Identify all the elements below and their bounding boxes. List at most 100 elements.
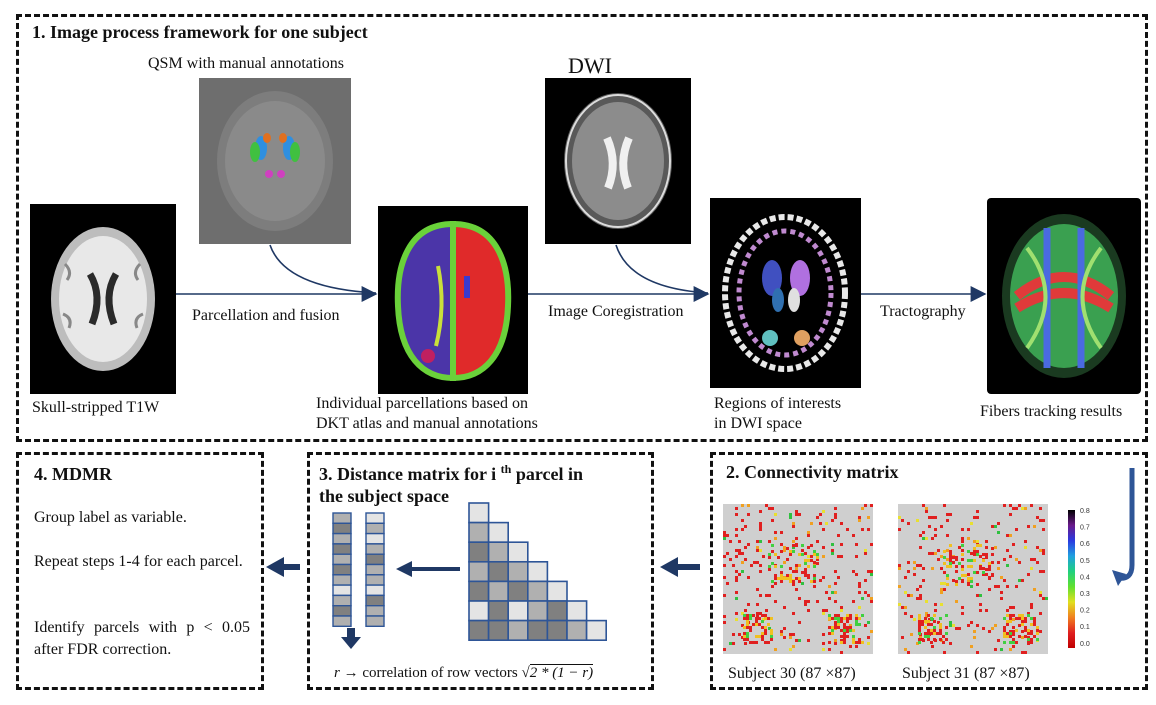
heatmap-subject-b-cluster-cell <box>939 638 942 641</box>
heatmap-subject-b-cell <box>1033 558 1036 561</box>
heatmap-subject-a-cell <box>822 528 825 531</box>
heatmap-subject-b-cell <box>904 612 907 615</box>
heatmap-subject-a-cell <box>864 591 867 594</box>
heatmap-subject-b-cluster-cell <box>970 559 973 562</box>
heatmap-subject-b-cluster-cell <box>961 544 964 547</box>
heatmap-subject-b-cluster-cell <box>991 547 994 550</box>
heatmap-subject-b-cluster-cell <box>927 632 930 635</box>
heatmap-subject-a-cell <box>792 525 795 528</box>
heatmap-subject-a-cluster-cell <box>849 614 852 617</box>
heatmap-subject-a-cluster-cell <box>764 641 767 644</box>
heatmap-subject-b-cell <box>1006 564 1009 567</box>
heatmap-subject-b-cell <box>976 540 979 543</box>
heatmap-subject-a-cell <box>768 594 771 597</box>
heatmap-subject-b-cell <box>913 573 916 576</box>
heatmap-subject-a-cell <box>768 507 771 510</box>
heatmap-subject-b-cell <box>922 504 925 507</box>
heatmap-subject-b-cell <box>976 651 979 654</box>
heatmap-subject-b-cell <box>907 651 910 654</box>
heatmap-subject-a-cluster-cell <box>858 623 861 626</box>
heatmap-subject-a-cell <box>828 648 831 651</box>
heatmap-subject-a-cell <box>828 597 831 600</box>
heatmap-subject-b-cluster-cell <box>945 614 948 617</box>
heatmap-subject-b-cluster-cell <box>933 620 936 623</box>
colorbar-tick-label: 0.5 <box>1080 558 1090 565</box>
heatmap-subject-a-cell <box>792 612 795 615</box>
heatmap-subject-a-cluster-cell <box>831 629 834 632</box>
heatmap-subject-b-cluster-cell <box>924 632 927 635</box>
heatmap-subject-a-cell <box>858 582 861 585</box>
heatmap-subject-a-cluster-cell <box>786 547 789 550</box>
heatmap-subject-a-cluster-cell <box>746 614 749 617</box>
heatmap-subject-a-cell <box>744 525 747 528</box>
heatmap-subject-a-cell <box>816 516 819 519</box>
heatmap-subject-a-cluster-cell <box>855 620 858 623</box>
heatmap-subject-b-cluster-cell <box>1027 641 1030 644</box>
heatmap-subject-a-cluster-cell <box>780 571 783 574</box>
heatmap-subject-a-cell <box>867 516 870 519</box>
heatmap-subject-a-cluster-cell <box>789 550 792 553</box>
heatmap-subject-b-cell <box>949 621 952 624</box>
heatmap-subject-b-cluster-cell <box>1006 620 1009 623</box>
heatmap-subject-a-cell <box>858 519 861 522</box>
heatmap-subject-a-cell <box>774 600 777 603</box>
heatmap-subject-b-cluster-cell <box>949 544 952 547</box>
heatmap-subject-a-cluster-cell <box>852 629 855 632</box>
heatmap-subject-b-cell <box>997 531 1000 534</box>
heatmap-subject-a-cell <box>870 630 873 633</box>
heatmap-subject-b-cell <box>1021 579 1024 582</box>
heatmap-subject-a-cluster-cell <box>783 577 786 580</box>
heatmap-subject-b-cell <box>925 507 928 510</box>
heatmap-subject-a-cell <box>834 507 837 510</box>
heatmap-subject-b-cluster-cell <box>1012 641 1015 644</box>
heatmap-subject-a-cell <box>852 600 855 603</box>
heatmap-subject-b-cluster-cell <box>930 623 933 626</box>
heatmap-subject-b-cluster-cell <box>924 635 927 638</box>
heatmap-subject-a-cell <box>831 549 834 552</box>
heatmap-subject-a-cluster-cell <box>743 617 746 620</box>
heatmap-subject-b-cell <box>1015 558 1018 561</box>
heatmap-subject-a-cell <box>774 531 777 534</box>
heatmap-subject-b-cluster-cell <box>1027 629 1030 632</box>
heatmap-subject-a-cluster-cell <box>843 617 846 620</box>
heatmap-subject-a-cell <box>735 507 738 510</box>
heatmap-subject-b-cell <box>1042 519 1045 522</box>
heatmap-subject-b-cell <box>1009 513 1012 516</box>
heatmap-subject-a-cluster-cell <box>755 641 758 644</box>
heatmap-subject-a-cell <box>870 597 873 600</box>
heatmap-subject-a-cell <box>804 600 807 603</box>
heatmap-subject-a-cell <box>864 552 867 555</box>
heatmap-subject-b-cell <box>985 609 988 612</box>
heatmap-subject-b-cluster-cell <box>924 626 927 629</box>
heatmap-subject-a-cluster-cell <box>804 571 807 574</box>
heatmap-subject-b-cell <box>922 537 925 540</box>
heatmap-subject-b-cell <box>931 567 934 570</box>
heatmap-subject-a-cell <box>723 594 726 597</box>
heatmap-subject-a-cell <box>795 537 798 540</box>
heatmap-subject-a-cluster-cell <box>755 635 758 638</box>
heatmap-subject-a-cell <box>819 579 822 582</box>
heatmap-subject-b-cluster-cell <box>943 550 946 553</box>
heatmap-subject-b-cell <box>967 573 970 576</box>
heatmap-subject-b-cell <box>904 591 907 594</box>
heatmap-subject-a-cluster-cell <box>831 632 834 635</box>
heatmap-subject-b-cell <box>898 567 901 570</box>
heatmap-subject-b-cell <box>1030 558 1033 561</box>
heatmap-subject-b-cell <box>979 594 982 597</box>
heatmap-subject-a-cell <box>741 552 744 555</box>
heatmap-subject-a-cell <box>780 531 783 534</box>
heatmap-subject-b-cell <box>940 567 943 570</box>
heatmap-subject-b-cell <box>1003 579 1006 582</box>
heatmap-subject-a-cell <box>831 552 834 555</box>
heatmap-subject-b-cell <box>997 522 1000 525</box>
heatmap-subject-b-cell <box>988 588 991 591</box>
heatmap-subject-a-cell <box>840 606 843 609</box>
heatmap-subject-a-cell <box>738 573 741 576</box>
heatmap-subject-b-cluster-cell <box>1009 620 1012 623</box>
heatmap-subject-a-cluster-cell <box>792 580 795 583</box>
heatmap-subject-a-cell <box>756 540 759 543</box>
heatmap-subject-b-cluster-cell <box>976 583 979 586</box>
heatmap-subject-a-cluster-cell <box>804 559 807 562</box>
heatmap-subject-a-cluster-cell <box>843 629 846 632</box>
heatmap-subject-b-cell <box>940 588 943 591</box>
